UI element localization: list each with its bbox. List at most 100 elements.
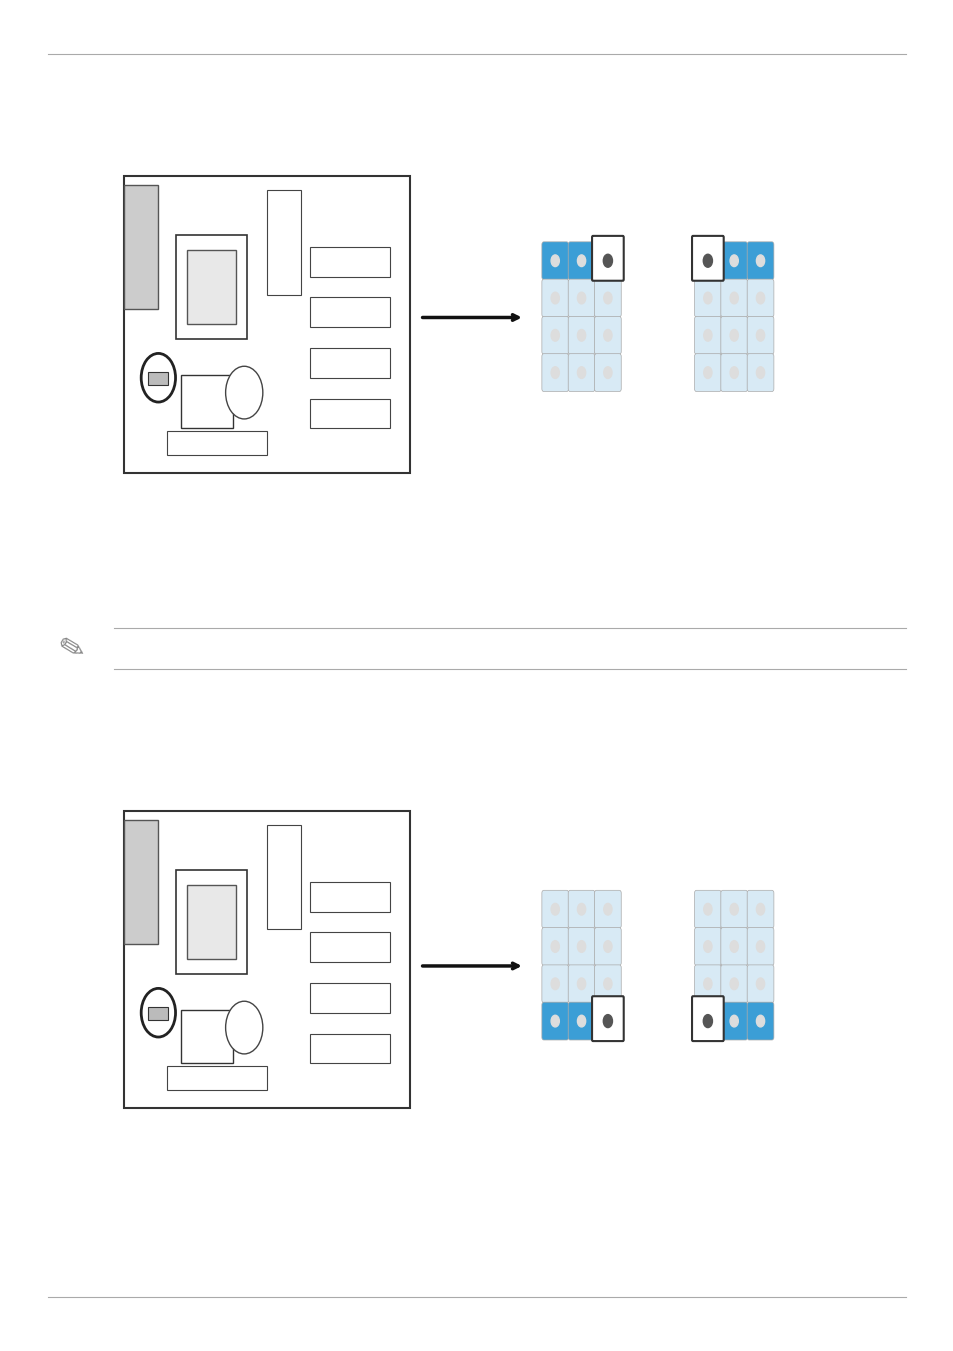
- Circle shape: [703, 978, 711, 990]
- FancyBboxPatch shape: [594, 928, 620, 966]
- Circle shape: [551, 904, 558, 915]
- FancyBboxPatch shape: [694, 1002, 720, 1040]
- Bar: [149, 372, 168, 385]
- Circle shape: [225, 1001, 263, 1054]
- Bar: [181, 374, 233, 428]
- FancyBboxPatch shape: [694, 354, 720, 392]
- FancyBboxPatch shape: [746, 354, 773, 392]
- FancyBboxPatch shape: [720, 1002, 747, 1040]
- Circle shape: [729, 292, 738, 304]
- FancyBboxPatch shape: [592, 996, 623, 1042]
- FancyBboxPatch shape: [720, 890, 747, 928]
- Bar: [124, 811, 410, 1108]
- Bar: [267, 825, 301, 929]
- Circle shape: [703, 904, 711, 915]
- FancyBboxPatch shape: [694, 928, 720, 966]
- Bar: [310, 247, 390, 277]
- Circle shape: [577, 330, 585, 342]
- Circle shape: [702, 254, 712, 267]
- Circle shape: [551, 255, 558, 266]
- Circle shape: [603, 366, 612, 378]
- Circle shape: [756, 1015, 764, 1027]
- FancyBboxPatch shape: [746, 316, 773, 354]
- Circle shape: [703, 330, 711, 342]
- Circle shape: [577, 292, 585, 304]
- Circle shape: [577, 940, 585, 952]
- Circle shape: [225, 366, 263, 419]
- Bar: [267, 190, 301, 295]
- FancyBboxPatch shape: [746, 280, 773, 317]
- FancyBboxPatch shape: [594, 965, 620, 1002]
- Circle shape: [602, 1015, 612, 1028]
- FancyBboxPatch shape: [568, 316, 595, 354]
- Circle shape: [603, 978, 612, 990]
- Circle shape: [603, 255, 612, 266]
- FancyBboxPatch shape: [746, 928, 773, 966]
- FancyBboxPatch shape: [746, 890, 773, 928]
- Circle shape: [577, 978, 585, 990]
- FancyBboxPatch shape: [568, 1002, 595, 1040]
- FancyBboxPatch shape: [594, 354, 620, 392]
- FancyBboxPatch shape: [541, 965, 568, 1002]
- Circle shape: [756, 940, 764, 952]
- Bar: [175, 235, 247, 339]
- FancyBboxPatch shape: [691, 236, 723, 281]
- Bar: [187, 885, 235, 959]
- Circle shape: [603, 1015, 612, 1027]
- Circle shape: [756, 330, 764, 342]
- Bar: [310, 932, 390, 962]
- Bar: [310, 297, 390, 327]
- Circle shape: [577, 255, 585, 266]
- Circle shape: [577, 1015, 585, 1027]
- Circle shape: [603, 940, 612, 952]
- FancyBboxPatch shape: [541, 354, 568, 392]
- FancyBboxPatch shape: [746, 1002, 773, 1040]
- Circle shape: [703, 292, 711, 304]
- Circle shape: [756, 904, 764, 915]
- Circle shape: [602, 254, 612, 267]
- FancyBboxPatch shape: [541, 316, 568, 354]
- FancyBboxPatch shape: [720, 316, 747, 354]
- Circle shape: [551, 366, 558, 378]
- FancyBboxPatch shape: [720, 965, 747, 1002]
- Bar: [310, 1034, 390, 1063]
- Bar: [310, 882, 390, 912]
- FancyBboxPatch shape: [541, 280, 568, 317]
- Bar: [149, 1006, 168, 1020]
- FancyBboxPatch shape: [720, 928, 747, 966]
- Circle shape: [729, 940, 738, 952]
- Circle shape: [703, 255, 711, 266]
- FancyBboxPatch shape: [568, 928, 595, 966]
- Circle shape: [703, 366, 711, 378]
- Bar: [310, 984, 390, 1013]
- Circle shape: [729, 1015, 738, 1027]
- Circle shape: [756, 366, 764, 378]
- Circle shape: [551, 978, 558, 990]
- Circle shape: [603, 292, 612, 304]
- Text: ✎: ✎: [55, 631, 88, 666]
- FancyBboxPatch shape: [694, 890, 720, 928]
- Circle shape: [703, 1015, 711, 1027]
- FancyBboxPatch shape: [594, 280, 620, 317]
- Bar: [124, 820, 158, 944]
- FancyBboxPatch shape: [720, 242, 747, 280]
- FancyBboxPatch shape: [594, 316, 620, 354]
- FancyBboxPatch shape: [720, 354, 747, 392]
- Circle shape: [577, 366, 585, 378]
- FancyBboxPatch shape: [694, 965, 720, 1002]
- Circle shape: [729, 330, 738, 342]
- FancyBboxPatch shape: [594, 242, 620, 280]
- Circle shape: [729, 366, 738, 378]
- FancyBboxPatch shape: [541, 242, 568, 280]
- Bar: [181, 1009, 233, 1063]
- Bar: [124, 185, 158, 309]
- Circle shape: [756, 292, 764, 304]
- Circle shape: [603, 330, 612, 342]
- Bar: [124, 176, 410, 473]
- FancyBboxPatch shape: [568, 354, 595, 392]
- Circle shape: [551, 1015, 558, 1027]
- FancyBboxPatch shape: [541, 928, 568, 966]
- FancyBboxPatch shape: [720, 280, 747, 317]
- FancyBboxPatch shape: [594, 890, 620, 928]
- Bar: [175, 870, 247, 974]
